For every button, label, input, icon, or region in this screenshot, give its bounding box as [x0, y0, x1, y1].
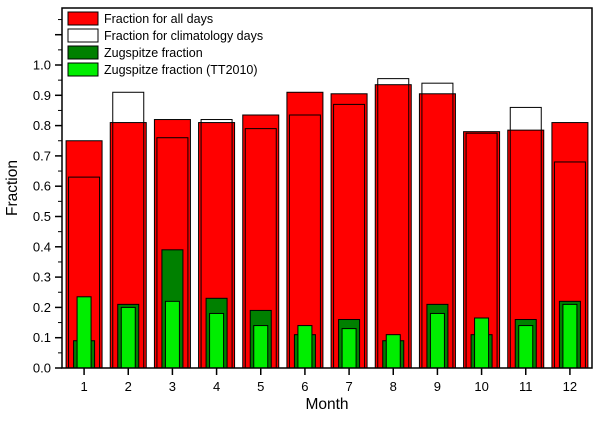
legend-swatch-all-days [67, 11, 99, 26]
x-tick-label: 10 [474, 379, 488, 394]
bar-zugspitze-tt2010-month-3 [164, 300, 180, 369]
y-axis: 0.0 0.1 0.2 0.3 0.4 0.5 0.6 0.7 0.8 0.9 1.0 [33, 19, 62, 376]
bar-zugspitze-tt2010-month-2 [120, 306, 136, 369]
legend-label-zugspitze-tt2010: Zugspitze fraction (TT2010) [104, 63, 258, 77]
bar-zugspitze-tt2010-month-5 [253, 325, 269, 369]
x-tick-label: 1 [80, 379, 87, 394]
bar-zugspitze-tt2010-month-10 [474, 317, 490, 369]
bar-zugspitze-tt2010-month-7 [341, 328, 357, 369]
bar-zugspitze-tt2010-month-4 [209, 312, 225, 369]
x-tick-label: 9 [434, 379, 441, 394]
y-axis-title: Fraction [4, 160, 21, 216]
bars-group [65, 78, 589, 369]
bar-all-days-month-6 [286, 91, 324, 369]
bar-zugspitze-tt2010-month-1 [76, 296, 92, 369]
x-tick-label: 2 [125, 379, 132, 394]
bar-all-days-month-8 [374, 84, 412, 369]
x-tick-label: 6 [301, 379, 308, 394]
bar-zugspitze-tt2010-month-9 [429, 312, 445, 369]
x-axis: 1 2 3 4 5 6 7 8 9 10 11 12 [80, 368, 577, 394]
x-tick-label: 7 [345, 379, 352, 394]
y-tick-label: 0.5 [33, 209, 51, 224]
x-tick-label: 4 [213, 379, 220, 394]
y-tick-label: 0.3 [33, 270, 51, 285]
y-tick-label: 0.9 [33, 88, 51, 103]
y-tick-label: 0.2 [33, 300, 51, 315]
bar-zugspitze-tt2010-month-11 [518, 325, 534, 369]
legend-label-climatology-days: Fraction for climatology days [104, 29, 263, 43]
legend-swatch-zugspitze-tt2010 [67, 62, 99, 77]
bar-zugspitze-tt2010-month-6 [297, 325, 313, 369]
y-tick-label: 0.8 [33, 118, 51, 133]
legend-swatch-zugspitze [67, 45, 99, 60]
x-tick-label: 5 [257, 379, 264, 394]
x-axis-title: Month [305, 396, 348, 413]
y-tick-label: 0.0 [33, 361, 51, 376]
legend-swatch-climatology-days [67, 28, 99, 43]
legend-label-all-days: Fraction for all days [104, 12, 213, 26]
y-tick-label: 1.0 [33, 58, 51, 73]
legend-label-zugspitze: Zugspitze fraction [104, 46, 203, 60]
y-tick-label: 0.1 [33, 330, 51, 345]
x-tick-label: 8 [390, 379, 397, 394]
y-tick-label: 0.4 [33, 239, 51, 254]
bar-zugspitze-tt2010-month-8 [385, 334, 401, 369]
x-tick-label: 11 [519, 379, 533, 394]
x-tick-label: 3 [169, 379, 176, 394]
plot-background [62, 8, 592, 368]
y-tick-label: 0.7 [33, 148, 51, 163]
x-tick-label: 12 [563, 379, 577, 394]
legend: Fraction for all days Fraction for climat… [67, 11, 263, 77]
y-tick-label: 0.6 [33, 179, 51, 194]
bar-zugspitze-tt2010-month-12 [562, 303, 578, 369]
plot-border [61, 7, 593, 369]
